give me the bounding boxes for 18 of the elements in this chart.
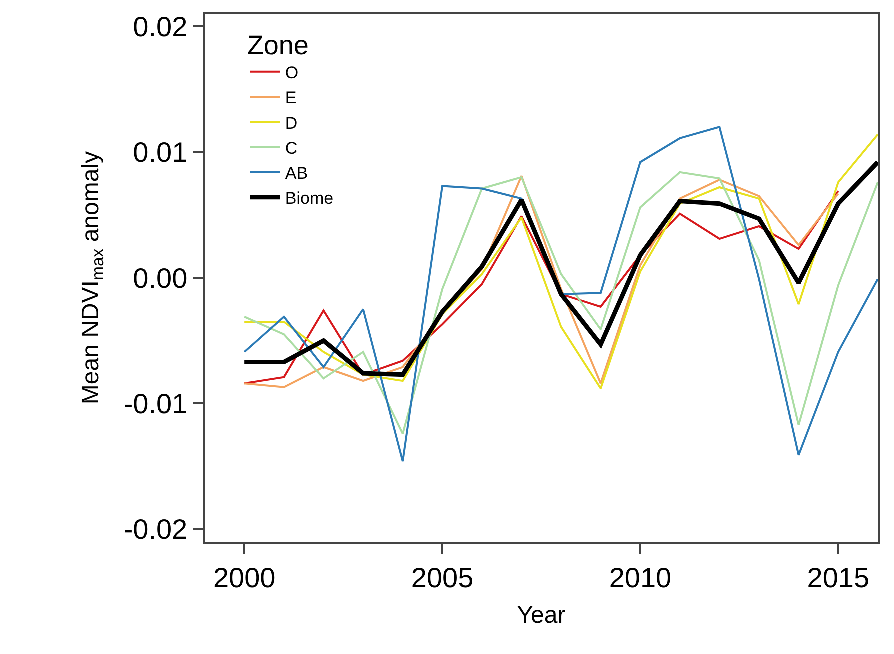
legend-label: E — [285, 88, 297, 108]
legend-title: Zone — [247, 30, 309, 60]
legend-label: C — [285, 138, 298, 158]
y-tick-label: 0.00 — [133, 262, 188, 294]
y-tick-label: 0.01 — [133, 137, 188, 168]
legend-label: AB — [285, 164, 308, 183]
x-tick-label: 2010 — [609, 562, 672, 594]
line-series — [244, 134, 878, 390]
x-axis-title: Year — [517, 602, 566, 630]
legend-label: O — [285, 64, 299, 83]
y-tick-label: -0.01 — [124, 388, 188, 420]
y-tick-label: -0.02 — [124, 514, 188, 546]
x-tick-label: 2000 — [213, 562, 276, 594]
y-tick-label: 0.02 — [133, 11, 188, 42]
x-tick-label: 2005 — [411, 562, 474, 594]
legend-label: Biome — [285, 189, 334, 208]
x-tick-label: 2015 — [807, 562, 870, 594]
legend-label: D — [285, 114, 298, 133]
